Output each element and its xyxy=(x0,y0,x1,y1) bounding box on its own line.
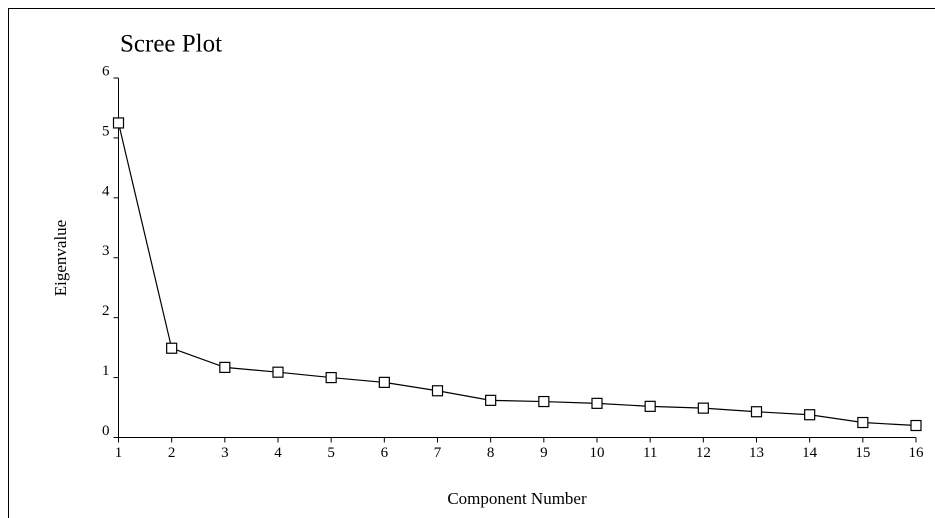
x-tick-label: 11 xyxy=(643,445,657,461)
chart-title: Scree Plot xyxy=(120,31,222,58)
x-tick-label: 15 xyxy=(855,445,870,461)
y-tick-label: 2 xyxy=(102,303,110,319)
data-point xyxy=(378,376,390,388)
x-tick-label: 1 xyxy=(115,445,123,461)
y-tick-label: 4 xyxy=(102,183,110,199)
data-point xyxy=(431,385,444,397)
x-axis-label: Component Number xyxy=(447,489,587,508)
x-tick-label: 3 xyxy=(221,445,229,461)
x-tick-label: 16 xyxy=(909,445,925,461)
x-tick-label: 12 xyxy=(696,445,711,461)
x-tick-label: 2 xyxy=(168,445,176,461)
data-point xyxy=(750,406,763,418)
x-tick-label: 10 xyxy=(590,445,605,461)
x-tick-label: 13 xyxy=(749,445,764,461)
data-point xyxy=(644,400,656,412)
y-tick-label: 5 xyxy=(102,123,110,139)
y-axis-label: Eigenvalue xyxy=(51,220,70,296)
x-tick-label: 7 xyxy=(434,445,442,461)
data-point xyxy=(166,342,178,354)
x-tick-label: 14 xyxy=(802,445,818,461)
data-point xyxy=(325,371,337,384)
data-point xyxy=(591,397,603,409)
data-line xyxy=(117,122,917,427)
x-tick-label: 8 xyxy=(487,445,495,461)
data-point xyxy=(485,394,497,406)
data-point xyxy=(857,416,869,429)
x-tick-label: 5 xyxy=(327,445,335,461)
data-point xyxy=(112,117,125,129)
y-tick-label: 3 xyxy=(102,243,110,259)
data-point xyxy=(697,402,709,414)
data-point xyxy=(272,366,284,378)
x-tick-label: 9 xyxy=(540,445,548,461)
x-tick-label: 4 xyxy=(274,445,282,461)
y-tick-label: 0 xyxy=(102,423,110,439)
data-point xyxy=(910,419,922,432)
data-point xyxy=(804,409,816,421)
x-tick-label: 6 xyxy=(381,445,389,461)
y-tick-label: 6 xyxy=(102,63,110,79)
data-point xyxy=(538,395,550,408)
data-point xyxy=(219,361,231,373)
y-tick-label: 1 xyxy=(102,363,110,379)
